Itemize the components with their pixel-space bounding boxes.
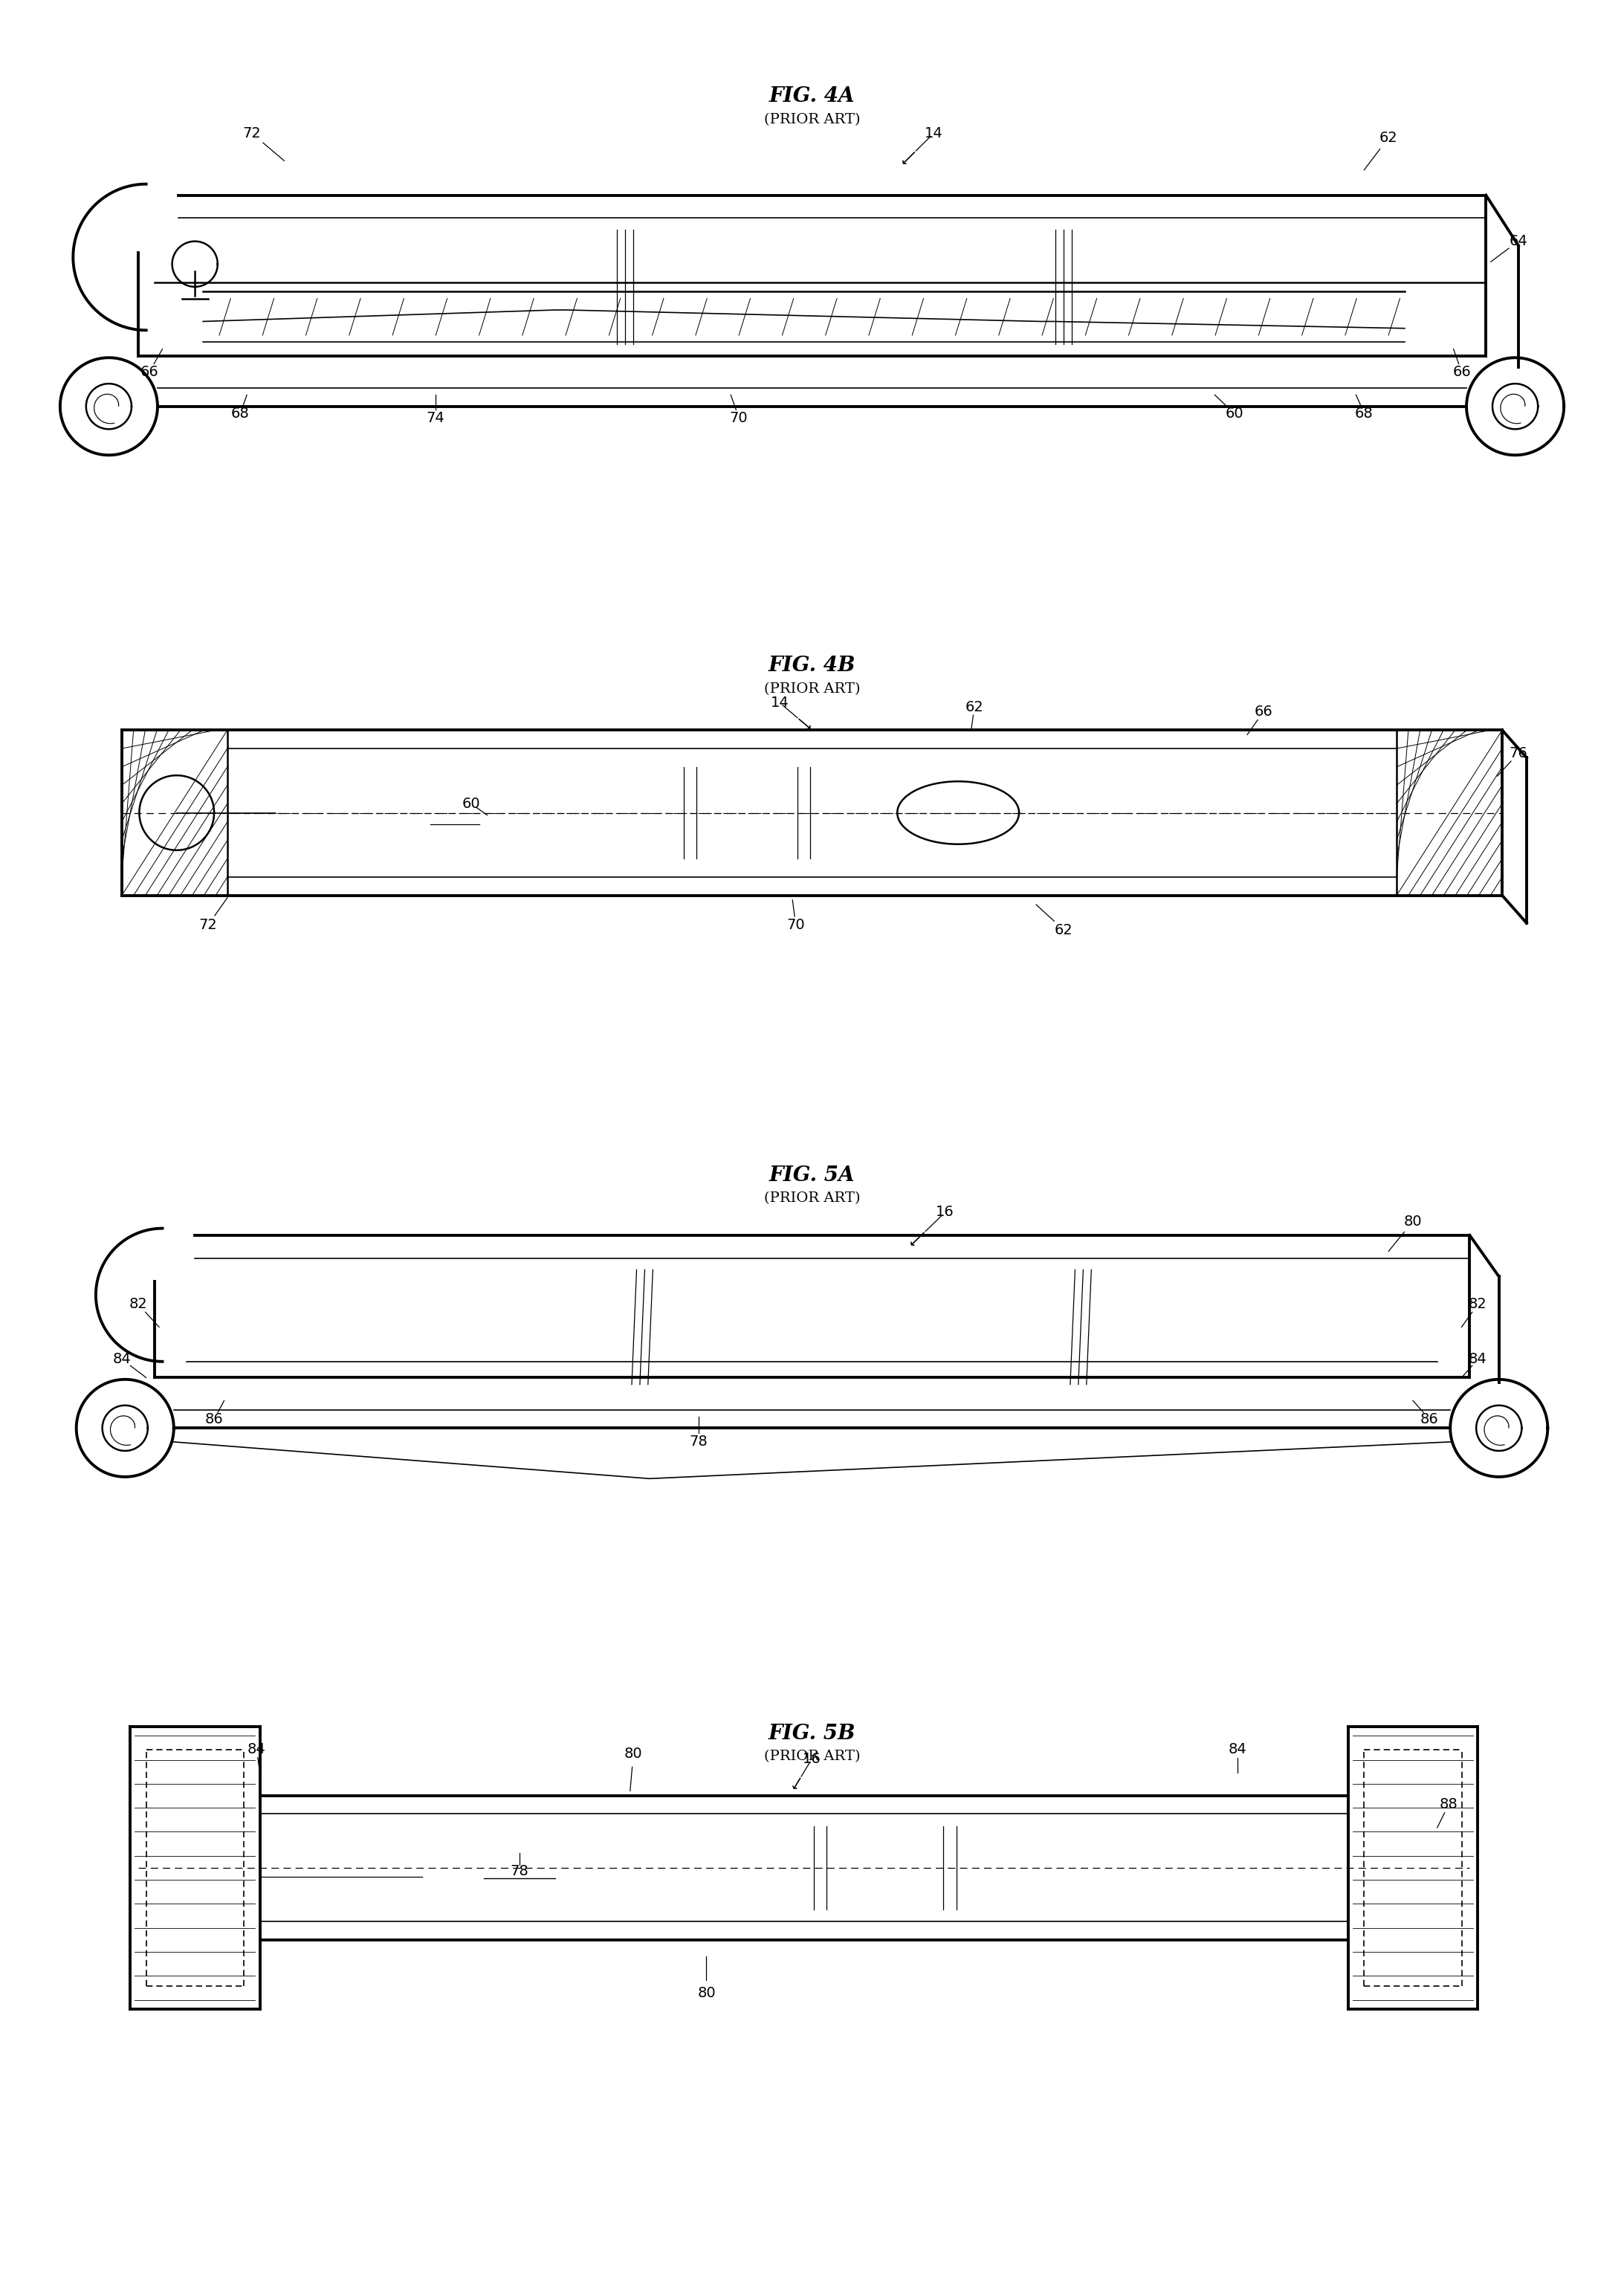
Text: 60: 60 bbox=[1224, 406, 1244, 420]
Text: 84: 84 bbox=[1228, 1743, 1247, 1756]
Text: 82: 82 bbox=[1468, 1297, 1488, 1311]
Text: 86: 86 bbox=[1419, 1412, 1439, 1426]
Text: 86: 86 bbox=[205, 1412, 224, 1426]
Text: 88: 88 bbox=[1439, 1798, 1458, 1812]
Text: (PRIOR ART): (PRIOR ART) bbox=[763, 682, 861, 696]
Text: 16: 16 bbox=[935, 1205, 955, 1219]
Text: (PRIOR ART): (PRIOR ART) bbox=[763, 113, 861, 126]
Text: (PRIOR ART): (PRIOR ART) bbox=[763, 1192, 861, 1205]
Text: 74: 74 bbox=[425, 411, 445, 425]
Text: 82: 82 bbox=[128, 1297, 148, 1311]
Text: 16: 16 bbox=[802, 1752, 822, 1766]
Text: 64: 64 bbox=[1509, 234, 1528, 248]
Text: 62: 62 bbox=[965, 700, 984, 714]
Text: 72: 72 bbox=[242, 126, 261, 140]
Text: 70: 70 bbox=[729, 411, 749, 425]
Text: 14: 14 bbox=[770, 696, 789, 709]
Text: 14: 14 bbox=[924, 126, 944, 140]
Text: FIG. 4A: FIG. 4A bbox=[770, 87, 854, 106]
Text: 78: 78 bbox=[510, 1864, 529, 1878]
Text: 66: 66 bbox=[1452, 365, 1471, 379]
Text: FIG. 4B: FIG. 4B bbox=[768, 657, 856, 675]
Text: 80: 80 bbox=[1403, 1215, 1423, 1228]
Text: 80: 80 bbox=[697, 1986, 716, 2000]
Text: 84: 84 bbox=[247, 1743, 266, 1756]
Text: 66: 66 bbox=[140, 365, 159, 379]
Text: FIG. 5A: FIG. 5A bbox=[770, 1166, 854, 1185]
Text: 84: 84 bbox=[112, 1352, 132, 1366]
Text: 70: 70 bbox=[786, 918, 806, 932]
Text: 68: 68 bbox=[231, 406, 250, 420]
Text: FIG. 5B: FIG. 5B bbox=[768, 1724, 856, 1743]
Text: 62: 62 bbox=[1054, 923, 1073, 937]
Text: 76: 76 bbox=[1509, 746, 1528, 760]
Text: 62: 62 bbox=[1379, 131, 1398, 145]
Text: (PRIOR ART): (PRIOR ART) bbox=[763, 1750, 861, 1763]
Text: 60: 60 bbox=[461, 797, 481, 810]
Text: 80: 80 bbox=[624, 1747, 643, 1761]
Text: 72: 72 bbox=[198, 918, 218, 932]
Text: 68: 68 bbox=[1354, 406, 1374, 420]
Text: 66: 66 bbox=[1254, 705, 1273, 719]
Text: 84: 84 bbox=[1468, 1352, 1488, 1366]
Text: 78: 78 bbox=[689, 1435, 708, 1449]
